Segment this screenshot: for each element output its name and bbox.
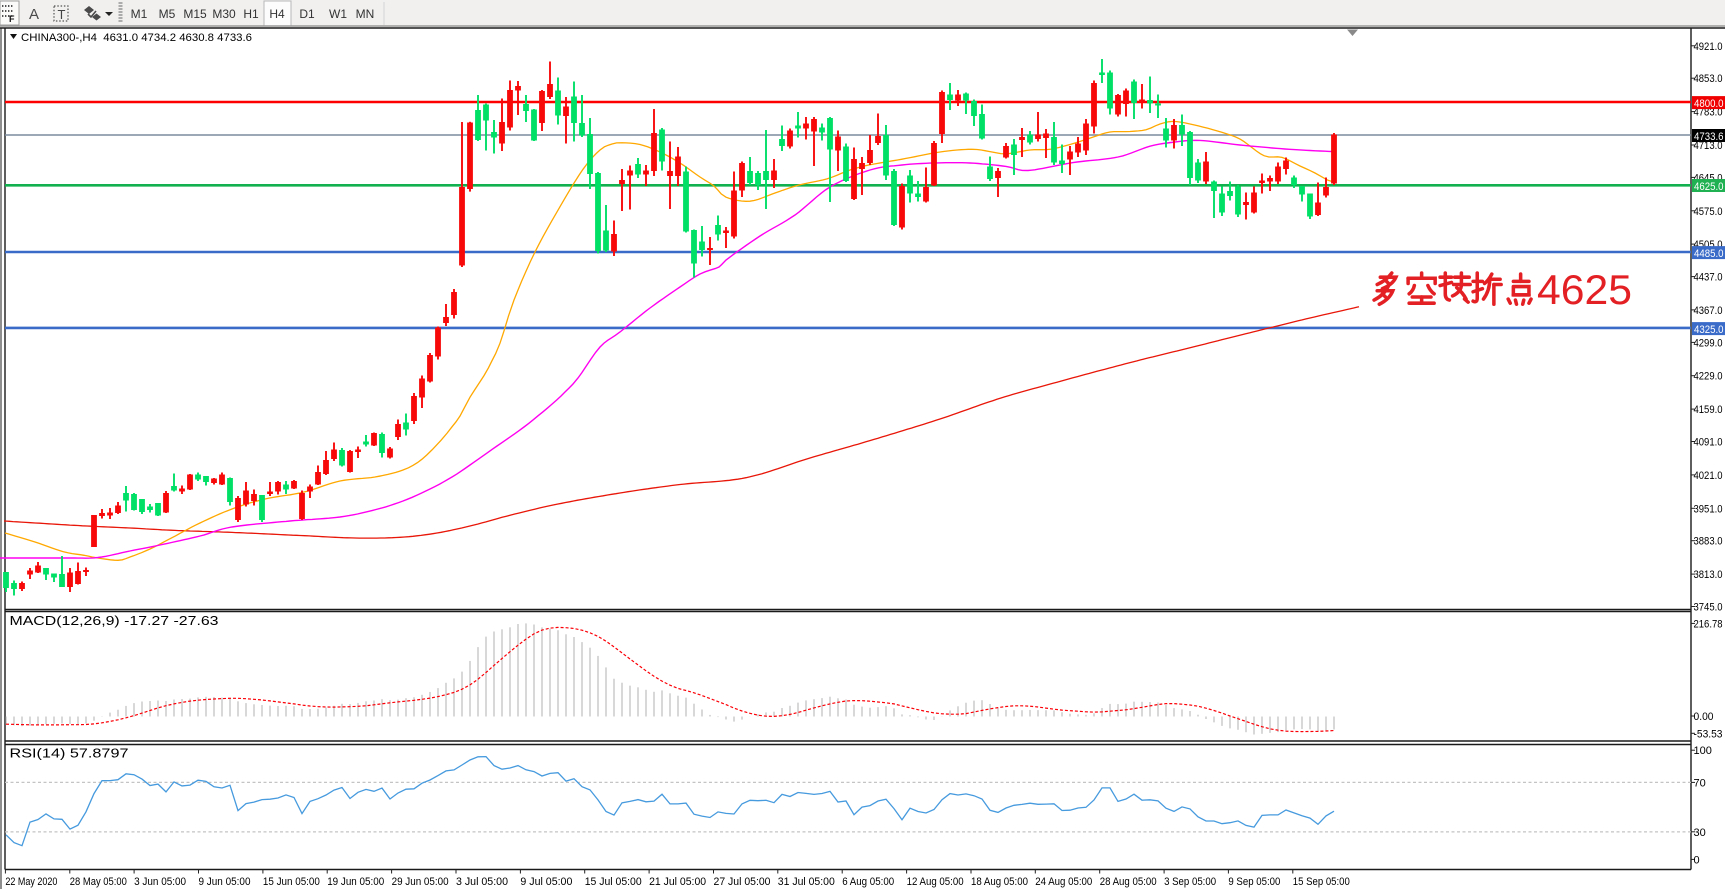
svg-text:0.00: 0.00 xyxy=(1694,711,1714,723)
svg-text:100: 100 xyxy=(1694,745,1712,757)
svg-text:H1: H1 xyxy=(243,7,259,21)
svg-text:4853.0: 4853.0 xyxy=(1694,73,1723,85)
svg-text:15 Sep 05:00: 15 Sep 05:00 xyxy=(1293,876,1350,888)
svg-text:4800.0: 4800.0 xyxy=(1694,98,1724,110)
svg-text:M30: M30 xyxy=(212,7,236,21)
svg-text:0: 0 xyxy=(1694,854,1700,866)
svg-text:3 Jun 05:00: 3 Jun 05:00 xyxy=(134,876,186,888)
svg-text:A: A xyxy=(29,6,39,23)
svg-text:M5: M5 xyxy=(159,7,176,21)
svg-text:18 Aug 05:00: 18 Aug 05:00 xyxy=(971,876,1028,888)
svg-text:216.78: 216.78 xyxy=(1694,618,1723,630)
svg-text:3883.0: 3883.0 xyxy=(1694,536,1723,548)
svg-text:MACD(12,26,9) -17.27 -27.63: MACD(12,26,9) -17.27 -27.63 xyxy=(10,614,219,628)
svg-text:4733.6: 4733.6 xyxy=(1694,131,1724,143)
svg-text:3951.0: 3951.0 xyxy=(1694,503,1723,515)
svg-text:4921.0: 4921.0 xyxy=(1694,41,1723,53)
svg-text:4367.0: 4367.0 xyxy=(1694,305,1723,317)
svg-text:12 Aug 05:00: 12 Aug 05:00 xyxy=(907,876,964,888)
svg-text:4625: 4625 xyxy=(1537,266,1632,313)
svg-text:T: T xyxy=(58,7,66,22)
svg-text:4159.0: 4159.0 xyxy=(1694,404,1723,416)
svg-text:6 Aug 05:00: 6 Aug 05:00 xyxy=(842,876,894,888)
svg-text:19 Jun 05:00: 19 Jun 05:00 xyxy=(327,876,384,888)
svg-text:4575.0: 4575.0 xyxy=(1694,206,1723,218)
svg-text:4229.0: 4229.0 xyxy=(1694,371,1723,383)
svg-text:24 Aug 05:00: 24 Aug 05:00 xyxy=(1035,876,1092,888)
svg-text:H4: H4 xyxy=(269,7,285,21)
svg-text:MN: MN xyxy=(356,7,375,21)
svg-text:9 Jun 05:00: 9 Jun 05:00 xyxy=(199,876,251,888)
svg-text:4625.0: 4625.0 xyxy=(1694,181,1724,193)
svg-text:3 Sep 05:00: 3 Sep 05:00 xyxy=(1164,876,1216,888)
svg-text:4437.0: 4437.0 xyxy=(1694,272,1723,284)
svg-text:4091.0: 4091.0 xyxy=(1694,437,1723,449)
svg-text:28 Aug 05:00: 28 Aug 05:00 xyxy=(1100,876,1157,888)
svg-text:31 Jul 05:00: 31 Jul 05:00 xyxy=(778,876,835,888)
svg-text:3813.0: 3813.0 xyxy=(1694,569,1723,581)
svg-text:M1: M1 xyxy=(131,7,148,21)
svg-text:3 Jul 05:00: 3 Jul 05:00 xyxy=(456,876,508,888)
svg-text:9 Jul 05:00: 9 Jul 05:00 xyxy=(520,876,572,888)
svg-text:4783.0: 4783.0 xyxy=(1694,107,1723,119)
svg-text:15 Jun 05:00: 15 Jun 05:00 xyxy=(263,876,320,888)
svg-text:4485.0: 4485.0 xyxy=(1694,248,1724,260)
svg-text:4325.0: 4325.0 xyxy=(1694,324,1724,336)
svg-text:F: F xyxy=(9,14,15,24)
svg-text:D1: D1 xyxy=(299,7,315,21)
svg-text:RSI(14) 57.8797: RSI(14) 57.8797 xyxy=(10,747,129,761)
svg-text:28 May 05:00: 28 May 05:00 xyxy=(70,876,127,888)
svg-text:-53.53: -53.53 xyxy=(1694,728,1723,740)
svg-text:4299.0: 4299.0 xyxy=(1694,337,1723,349)
svg-text:70: 70 xyxy=(1694,777,1706,789)
svg-text:W1: W1 xyxy=(329,7,347,21)
svg-text:29 Jun 05:00: 29 Jun 05:00 xyxy=(392,876,449,888)
svg-text:27 Jul 05:00: 27 Jul 05:00 xyxy=(714,876,771,888)
svg-text:3745.0: 3745.0 xyxy=(1694,602,1723,614)
svg-text:4021.0: 4021.0 xyxy=(1694,470,1723,482)
svg-text:M15: M15 xyxy=(183,7,207,21)
svg-text:15 Jul 05:00: 15 Jul 05:00 xyxy=(585,876,642,888)
svg-text:4713.0: 4713.0 xyxy=(1694,140,1723,152)
svg-text:22 May 2020: 22 May 2020 xyxy=(5,876,57,888)
svg-text:21 Jul 05:00: 21 Jul 05:00 xyxy=(649,876,706,888)
svg-text:CHINA300-,H4 4631.0 4734.2 46: CHINA300-,H4 4631.0 4734.2 4630.8 4733.6 xyxy=(21,32,252,44)
svg-text:30: 30 xyxy=(1694,827,1706,839)
svg-text:9 Sep 05:00: 9 Sep 05:00 xyxy=(1228,876,1280,888)
